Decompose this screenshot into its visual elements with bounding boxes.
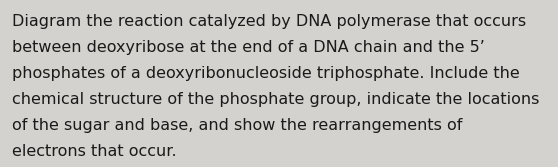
Text: electrons that occur.: electrons that occur.	[12, 144, 177, 159]
Text: Diagram the reaction catalyzed by DNA polymerase that occurs: Diagram the reaction catalyzed by DNA po…	[12, 14, 526, 29]
Text: of the sugar and base, and show the rearrangements of: of the sugar and base, and show the rear…	[12, 118, 463, 133]
Text: phosphates of a deoxyribonucleoside triphosphate. Include the: phosphates of a deoxyribonucleoside trip…	[12, 66, 520, 81]
Text: chemical structure of the phosphate group, indicate the locations: chemical structure of the phosphate grou…	[12, 92, 540, 107]
Text: between deoxyribose at the end of a DNA chain and the 5’: between deoxyribose at the end of a DNA …	[12, 40, 485, 55]
